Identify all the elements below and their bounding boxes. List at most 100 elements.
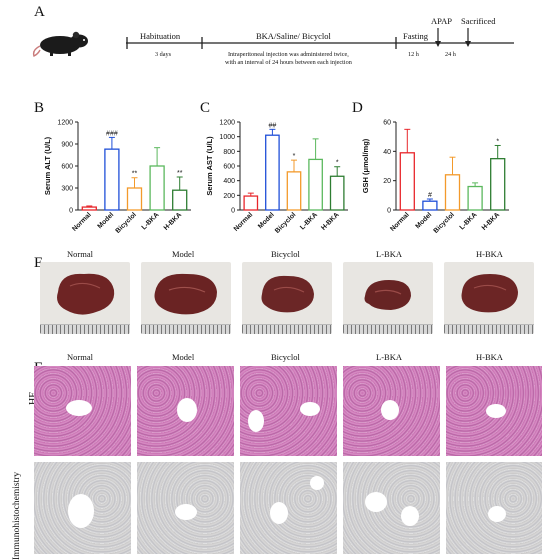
bar — [243, 195, 259, 211]
timeline-fasting: Fasting — [403, 31, 429, 41]
x-tick-label: Bicyclol — [433, 211, 456, 234]
bar — [149, 165, 165, 211]
photo-label-model: Model — [172, 249, 195, 259]
timeline-interval-time: 24 h — [445, 51, 456, 58]
photo-label-h-bka: H-BKA — [476, 249, 503, 259]
ihc-image-bicyclol — [240, 462, 337, 554]
photo-label-normal: Normal — [67, 249, 93, 259]
y-tick-label: 0 — [387, 208, 391, 215]
y-tick-label: 60 — [383, 120, 391, 127]
bar — [126, 187, 143, 211]
y-tick-label: 600 — [223, 164, 235, 171]
panel-label-c: C — [200, 100, 211, 116]
he-label-h-bka: H-BKA — [476, 352, 503, 362]
x-tick-label: L-BKA — [459, 211, 479, 231]
panel-label-a: A — [34, 4, 45, 20]
significance-label: * — [496, 138, 499, 145]
y-tick-label: 20 — [383, 178, 391, 185]
x-tick-label: Model — [257, 211, 276, 230]
significance-label: ** — [177, 170, 183, 177]
bar — [467, 185, 483, 211]
timeline-habituation: Habituation — [140, 31, 181, 41]
y-tick-label: 1000 — [219, 134, 235, 141]
y-tick-label: 40 — [383, 149, 391, 156]
x-tick-label: Normal — [71, 211, 93, 233]
bar — [399, 152, 415, 211]
y-axis-label: Serum AST (U/L) — [205, 136, 214, 196]
row-label-ihc: Immunohistochemistry — [12, 471, 22, 560]
timeline-fasting-time: 12 h — [408, 51, 419, 58]
photo-label-l-bka: L-BKA — [376, 249, 402, 259]
liver-photo-l-bka — [343, 262, 433, 334]
significance-label: * — [336, 160, 339, 167]
timeline-sacrificed: Sacrificed — [461, 16, 496, 26]
photo-label-bicyclol: Bicyclol — [271, 249, 300, 259]
x-tick-label: Bicyclol — [274, 211, 297, 234]
ast-bar-chart: 0 200 400 600 800 1000 1200 Serum AST (U/L) Norm… — [205, 120, 348, 235]
bar — [265, 134, 280, 211]
he-image-normal — [34, 366, 131, 456]
he-label-model: Model — [172, 352, 195, 362]
liver-photo-model — [141, 262, 231, 334]
significance-label: ### — [106, 130, 118, 137]
y-axis-label: Serum ALT (U/L) — [43, 136, 52, 195]
bar — [308, 158, 323, 211]
y-axis-label: GSH (μmol/mg) — [361, 138, 370, 193]
y-tick-label: 1200 — [57, 120, 73, 127]
alt-bar-chart: 0 300 600 900 1200 Serum ALT (U/L) Normal ### Mo… — [43, 120, 191, 235]
he-label-normal: Normal — [67, 352, 93, 362]
mouse-icon — [32, 31, 88, 57]
ihc-image-h-bka — [446, 462, 542, 554]
bar — [286, 171, 302, 211]
timeline-note-2: with an interval of 24 hours between eac… — [225, 59, 352, 66]
he-image-model — [137, 366, 234, 456]
x-tick-label: L-BKA — [141, 211, 161, 231]
y-tick-label: 0 — [69, 208, 73, 215]
y-tick-label: 900 — [61, 142, 73, 149]
x-tick-label: H-BKA — [320, 211, 340, 231]
significance-label: ** — [132, 171, 138, 178]
bar — [490, 158, 506, 211]
y-tick-label: 0 — [231, 208, 235, 215]
timeline-note-1: Intraperitoneal injection was administer… — [228, 51, 349, 58]
x-tick-label: H-BKA — [481, 211, 501, 231]
y-tick-label: 1200 — [219, 120, 235, 127]
x-tick-label: Normal — [389, 211, 411, 233]
y-tick-label: 400 — [223, 178, 235, 185]
liver-photo-bicyclol — [242, 262, 332, 334]
x-tick-label: Model — [414, 211, 433, 230]
panel-label-d: D — [352, 100, 363, 116]
bar — [172, 189, 188, 211]
he-image-l-bka — [343, 366, 440, 456]
significance-label: # — [428, 192, 432, 199]
he-label-l-bka: L-BKA — [376, 352, 402, 362]
y-tick-label: 600 — [61, 164, 73, 171]
timeline-treatment: BKA/Saline/ Bicyclol — [256, 31, 331, 41]
significance-label: * — [293, 153, 296, 160]
bar — [329, 175, 345, 211]
panel-label-b: B — [34, 100, 45, 116]
panel-label-e: E — [34, 255, 44, 271]
bar — [422, 200, 438, 211]
timeline-habituation-time: 3 days — [155, 51, 171, 58]
ihc-image-l-bka — [343, 462, 440, 554]
x-tick-label: L-BKA — [299, 211, 319, 231]
gsh-bar-chart: 0 20 40 60 GSH (μmol/mg) Normal # Model Bicyclol… — [361, 120, 509, 235]
bar — [81, 206, 97, 211]
bar — [444, 174, 461, 211]
x-tick-label: Normal — [233, 211, 255, 233]
ihc-image-model — [137, 462, 234, 554]
he-image-h-bka — [446, 366, 542, 456]
y-tick-label: 200 — [223, 193, 235, 200]
liver-photo-normal — [40, 262, 130, 334]
timeline-axis — [126, 28, 514, 49]
x-tick-label: Bicyclol — [115, 211, 138, 234]
y-tick-label: 800 — [223, 149, 235, 156]
bar — [104, 148, 120, 211]
x-tick-label: H-BKA — [163, 211, 183, 231]
x-tick-label: Model — [96, 211, 115, 230]
y-tick-label: 300 — [61, 186, 73, 193]
he-image-bicyclol — [240, 366, 337, 456]
timeline-apap: APAP — [431, 16, 452, 26]
significance-label: ## — [269, 122, 277, 129]
